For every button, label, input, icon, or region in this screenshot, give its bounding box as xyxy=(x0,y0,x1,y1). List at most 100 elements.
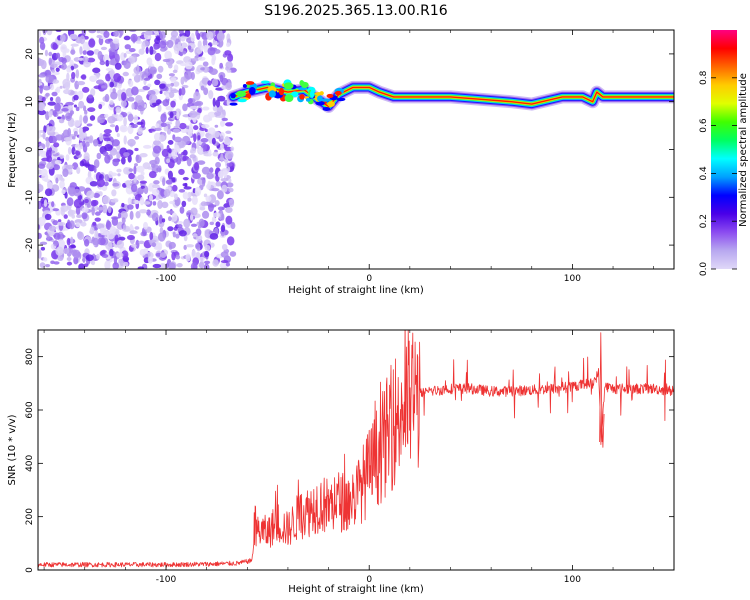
heatmap-noise-blob xyxy=(61,189,66,195)
heatmap-noise-blob xyxy=(176,156,182,165)
heatmap-noise-blob xyxy=(73,188,82,197)
heatmap-noise-blob xyxy=(160,188,166,197)
heatmap-noise-blob xyxy=(65,164,75,170)
heatmap-noise-blob xyxy=(219,120,225,127)
heatmap-noise-blob xyxy=(112,262,119,269)
heatmap-noise-blob xyxy=(142,144,152,149)
heatmap-noise-blob xyxy=(204,260,211,265)
heatmap-noise-blob xyxy=(159,47,167,52)
heatmap-noise-blob xyxy=(56,52,61,59)
heatmap-ridge-blob xyxy=(300,81,309,89)
heatmap-noise-blob xyxy=(86,123,93,127)
heatmap-noise-blob xyxy=(108,59,117,66)
heatmap-noise-blob xyxy=(183,234,188,242)
heatmap-noise-blob xyxy=(136,165,145,173)
heatmap-noise-blob xyxy=(122,88,126,92)
heatmap-noise-blob xyxy=(206,31,214,41)
heatmap-noise-blob xyxy=(159,83,166,89)
heatmap-noise-blob xyxy=(111,189,117,197)
heatmap-noise-blob xyxy=(41,157,50,162)
heatmap-noise-blob xyxy=(113,72,122,83)
heatmap-noise-blob xyxy=(221,213,225,221)
heatmap-noise-blob xyxy=(104,260,111,269)
heatmap-noise-blob xyxy=(149,231,154,241)
snr-y-tick-label: 0 xyxy=(25,567,35,573)
snr-axes: -100 0 100 0 200 400 600 800 xyxy=(25,330,674,585)
heatmap-noise-blob xyxy=(58,118,65,124)
heatmap-noise-blob xyxy=(211,188,220,192)
heatmap-noise-blob xyxy=(123,116,127,127)
heatmap-noise-blob xyxy=(115,106,122,113)
snr-y-tick-label: 200 xyxy=(25,508,35,525)
heatmap-noise-blob xyxy=(66,67,72,73)
heatmap-noise-blob xyxy=(178,188,186,193)
heatmap-noise-blob xyxy=(38,183,44,193)
heatmap-noise-blob xyxy=(109,100,114,105)
heatmap-noise-blob xyxy=(224,50,232,56)
heatmap-noise-blob xyxy=(52,42,58,50)
heatmap-noise-blob xyxy=(123,167,130,175)
heatmap-noise-blob xyxy=(148,94,158,103)
heatmap-noise-blob xyxy=(38,163,46,169)
heatmap-noise-blob xyxy=(226,236,235,246)
heatmap-noise-blob xyxy=(59,85,63,89)
heatmap-noise-blob xyxy=(121,217,126,224)
heatmap-noise-blob xyxy=(55,67,60,72)
heatmap-noise-blob xyxy=(63,214,68,219)
heatmap-noise-blob xyxy=(172,69,178,74)
heatmap-noise-blob xyxy=(216,190,224,200)
heatmap-noise-blob xyxy=(221,117,228,122)
heatmap-noise-blob xyxy=(61,107,69,112)
heatmap-ridge-blob xyxy=(291,91,299,98)
heatmap-noise-blob xyxy=(170,89,179,94)
heatmap-ridge-blob xyxy=(268,90,276,98)
heatmap-noise-blob xyxy=(45,136,50,142)
heatmap-noise-blob xyxy=(199,206,206,211)
heatmap-noise-blob xyxy=(151,242,157,248)
heatmap-noise-blob xyxy=(152,184,160,189)
heatmap-noise-blob xyxy=(182,191,189,200)
heatmap-noise-blob xyxy=(223,169,228,179)
heatmap-noise-blob xyxy=(38,130,42,139)
heatmap-noise-blob xyxy=(40,168,48,177)
heatmap-noise-blob xyxy=(138,48,145,55)
snr-y-tick-label: 600 xyxy=(25,401,35,418)
heatmap-noise-blob xyxy=(207,180,211,190)
heatmap-noise-blob xyxy=(172,128,180,133)
heatmap-noise-blob xyxy=(103,137,111,142)
heatmap-noise-blob xyxy=(61,57,67,65)
heatmap-noise-blob xyxy=(59,180,65,189)
heatmap-noise-blob xyxy=(131,86,139,96)
heatmap-noise-blob xyxy=(127,154,132,163)
heatmap-noise-blob xyxy=(66,197,74,207)
heatmap-noise-blob xyxy=(149,66,157,75)
heatmap-noise-blob xyxy=(180,87,186,96)
heatmap-noise-blob xyxy=(77,231,83,239)
heatmap-noise-blob xyxy=(75,222,81,228)
heatmap-noise-blob xyxy=(176,110,180,120)
heatmap-noise-blob xyxy=(39,262,46,269)
heatmap-noise-blob xyxy=(225,262,231,267)
colorbar-tick-label: 0.4 xyxy=(699,166,709,181)
heatmap-noise-blob xyxy=(200,201,207,207)
heatmap-noise-blob xyxy=(159,134,166,142)
heatmap-noise-blob xyxy=(134,226,140,230)
heatmap-noise-blob xyxy=(82,50,87,55)
heatmap-noise-blob xyxy=(161,148,170,158)
heatmap-noise-blob xyxy=(38,249,42,259)
heatmap-noise-blob xyxy=(207,46,216,56)
heatmap-noise-blob xyxy=(116,133,120,138)
heatmap-noise-blob xyxy=(38,224,41,230)
heatmap-noise-blob xyxy=(133,165,137,175)
heatmap-noise-blob xyxy=(208,149,212,157)
heatmap-noise-blob xyxy=(147,83,152,88)
heatmap-y-tick-label: -20 xyxy=(25,237,35,252)
heatmap-noise-blob xyxy=(89,115,96,121)
heatmap-noise-blob xyxy=(215,181,222,187)
heatmap-noise-blob xyxy=(229,251,237,257)
heatmap-noise-blob xyxy=(220,260,229,264)
heatmap-noise-region xyxy=(38,30,237,269)
heatmap-noise-blob xyxy=(70,110,75,115)
heatmap-noise-blob xyxy=(75,36,83,44)
